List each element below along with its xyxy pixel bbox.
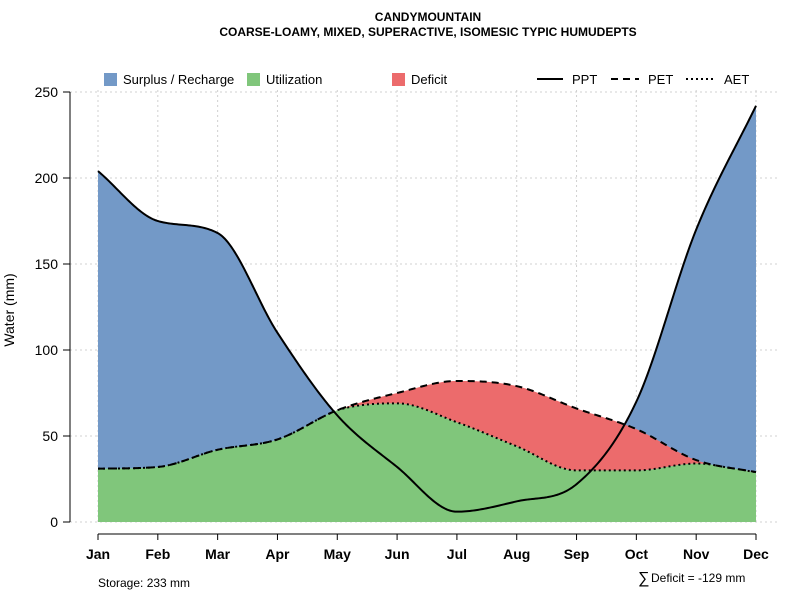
x-tick-label: Mar xyxy=(205,546,230,562)
area-utilization xyxy=(98,403,756,522)
legend-label-deficit: Deficit xyxy=(411,72,448,87)
x-tick-label: Dec xyxy=(743,546,769,562)
x-tick-label: Feb xyxy=(145,546,170,562)
legend-label-ppt: PPT xyxy=(572,72,597,87)
areas xyxy=(98,105,756,522)
y-tick-label: 250 xyxy=(35,84,59,100)
legend-label-aet: AET xyxy=(724,72,749,87)
sum-symbol: ∑ xyxy=(638,570,649,587)
legend-swatch-surplus xyxy=(104,73,117,86)
y-tick-label: 0 xyxy=(50,514,58,530)
y-tick-label: 100 xyxy=(35,342,59,358)
area-deficit xyxy=(98,380,756,473)
deficit-note: Deficit = -129 mm xyxy=(651,571,745,585)
legend-swatch-deficit xyxy=(392,73,405,86)
x-tick-label: Sep xyxy=(564,546,590,562)
line-ppt xyxy=(97,105,757,513)
area-surplus-upper xyxy=(98,105,756,473)
legend-label-utilization: Utilization xyxy=(266,72,322,87)
x-tick-label: Oct xyxy=(625,546,649,562)
y-tick-label: 200 xyxy=(35,170,59,186)
x-tick-label: Jul xyxy=(447,546,467,562)
legend-label-pet: PET xyxy=(648,72,673,87)
storage-note: Storage: 233 mm xyxy=(98,576,190,590)
x-tick-label: May xyxy=(324,546,351,562)
legend: Surplus / Recharge Utilization Deficit P… xyxy=(104,72,749,87)
line-aet xyxy=(97,402,757,474)
series-lines xyxy=(97,105,757,513)
axes: 0 50 100 150 200 250 Jan Feb Mar Apr May Jun Jul Aug S… xyxy=(35,84,769,562)
x-tick-label: Jun xyxy=(385,546,410,562)
y-tick-label: 50 xyxy=(42,428,58,444)
chart-title: CANDYMOUNTAIN xyxy=(375,10,481,24)
y-tick-label: 150 xyxy=(35,256,59,272)
x-tick-label: Nov xyxy=(683,546,710,562)
y-axis-label: Water (mm) xyxy=(1,273,17,346)
x-tick-label: Apr xyxy=(265,546,290,562)
chart-subtitle: COARSE-LOAMY, MIXED, SUPERACTIVE, ISOMES… xyxy=(219,25,636,39)
x-tick-label: Aug xyxy=(503,546,530,562)
x-tick-label: Jan xyxy=(86,546,110,562)
legend-label-surplus: Surplus / Recharge xyxy=(123,72,234,87)
legend-swatch-utilization xyxy=(247,73,260,86)
